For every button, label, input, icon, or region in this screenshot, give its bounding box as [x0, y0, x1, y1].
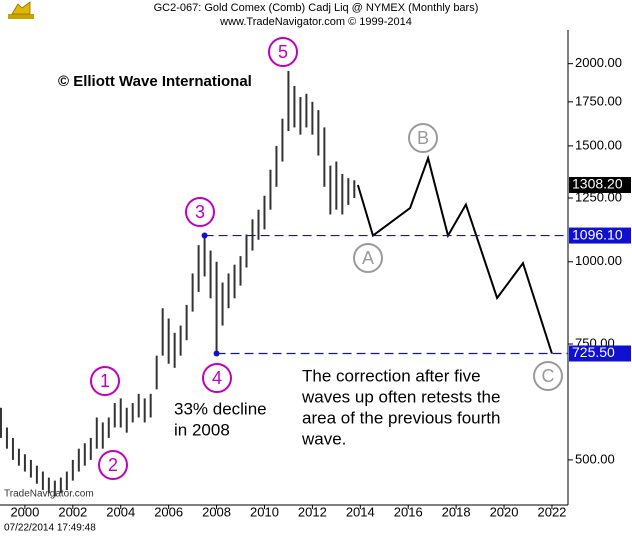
annotation: in 2008 [174, 420, 230, 439]
wave-circle [533, 361, 563, 391]
y-tick-label: 1500.00 [575, 137, 622, 152]
level-dot [201, 232, 208, 239]
x-tick-label: 2002 [58, 504, 87, 519]
wave-circle [353, 243, 383, 273]
x-tick-label: 2006 [154, 504, 183, 519]
level-label: 1308.20 [572, 176, 623, 192]
chart-title: GC2-067: Gold Comex (Comb) Cadj Liq @ NY… [154, 2, 479, 14]
wave-circle [90, 366, 120, 396]
wave-label: 1 [100, 371, 110, 391]
x-tick-label: 2022 [537, 504, 566, 519]
x-tick-label: 2010 [250, 504, 279, 519]
wave-label: 2 [108, 455, 118, 475]
timestamp: 07/22/2014 17:49:48 [4, 523, 96, 534]
level-label: 1096.10 [572, 226, 623, 242]
annotation: 33% decline [174, 399, 267, 418]
wave-label: A [362, 248, 374, 268]
wave-circle [408, 123, 438, 153]
level-box [569, 227, 631, 244]
y-tick-label: 2000.00 [575, 55, 622, 70]
y-tick-label: 1250.00 [575, 189, 622, 204]
x-tick-label: 2008 [202, 504, 231, 519]
x-tick-label: 2014 [346, 504, 375, 519]
x-tick-label: 2012 [298, 504, 327, 519]
level-box [569, 345, 631, 362]
wave-circle [202, 363, 232, 393]
level-label: 725.50 [572, 344, 615, 360]
x-tick-label: 2018 [442, 504, 471, 519]
x-tick-label: 2016 [394, 504, 423, 519]
wave-circle [268, 37, 298, 67]
wave-label: 3 [195, 202, 205, 222]
y-tick-label: 500.00 [575, 451, 615, 466]
wave-label: 4 [212, 368, 222, 388]
annotation: wave. [301, 429, 346, 448]
wave-label: B [417, 128, 429, 148]
logo [8, 1, 34, 19]
x-tick-label: 2004 [106, 504, 135, 519]
level-dot [213, 350, 220, 357]
y-tick-label: 1000.00 [575, 253, 622, 268]
copyright: © Elliott Wave International [58, 73, 252, 90]
wave-circle [185, 197, 215, 227]
annotation: waves up often retests the [301, 387, 500, 406]
y-tick-label: 1750.00 [575, 93, 622, 108]
chart-subtitle: www.TradeNavigator.com © 1999-2014 [219, 16, 412, 28]
x-tick-label: 2020 [490, 504, 519, 519]
level-box [569, 176, 631, 193]
wave-label: C [542, 366, 555, 386]
x-tick-label: 2000 [10, 504, 39, 519]
annotation: The correction after five [302, 366, 481, 385]
wave-label: 5 [278, 42, 288, 62]
watermark: TradeNavigator.com [4, 489, 94, 500]
wave-circle [98, 450, 128, 480]
annotation: area of the previous fourth [302, 408, 500, 427]
